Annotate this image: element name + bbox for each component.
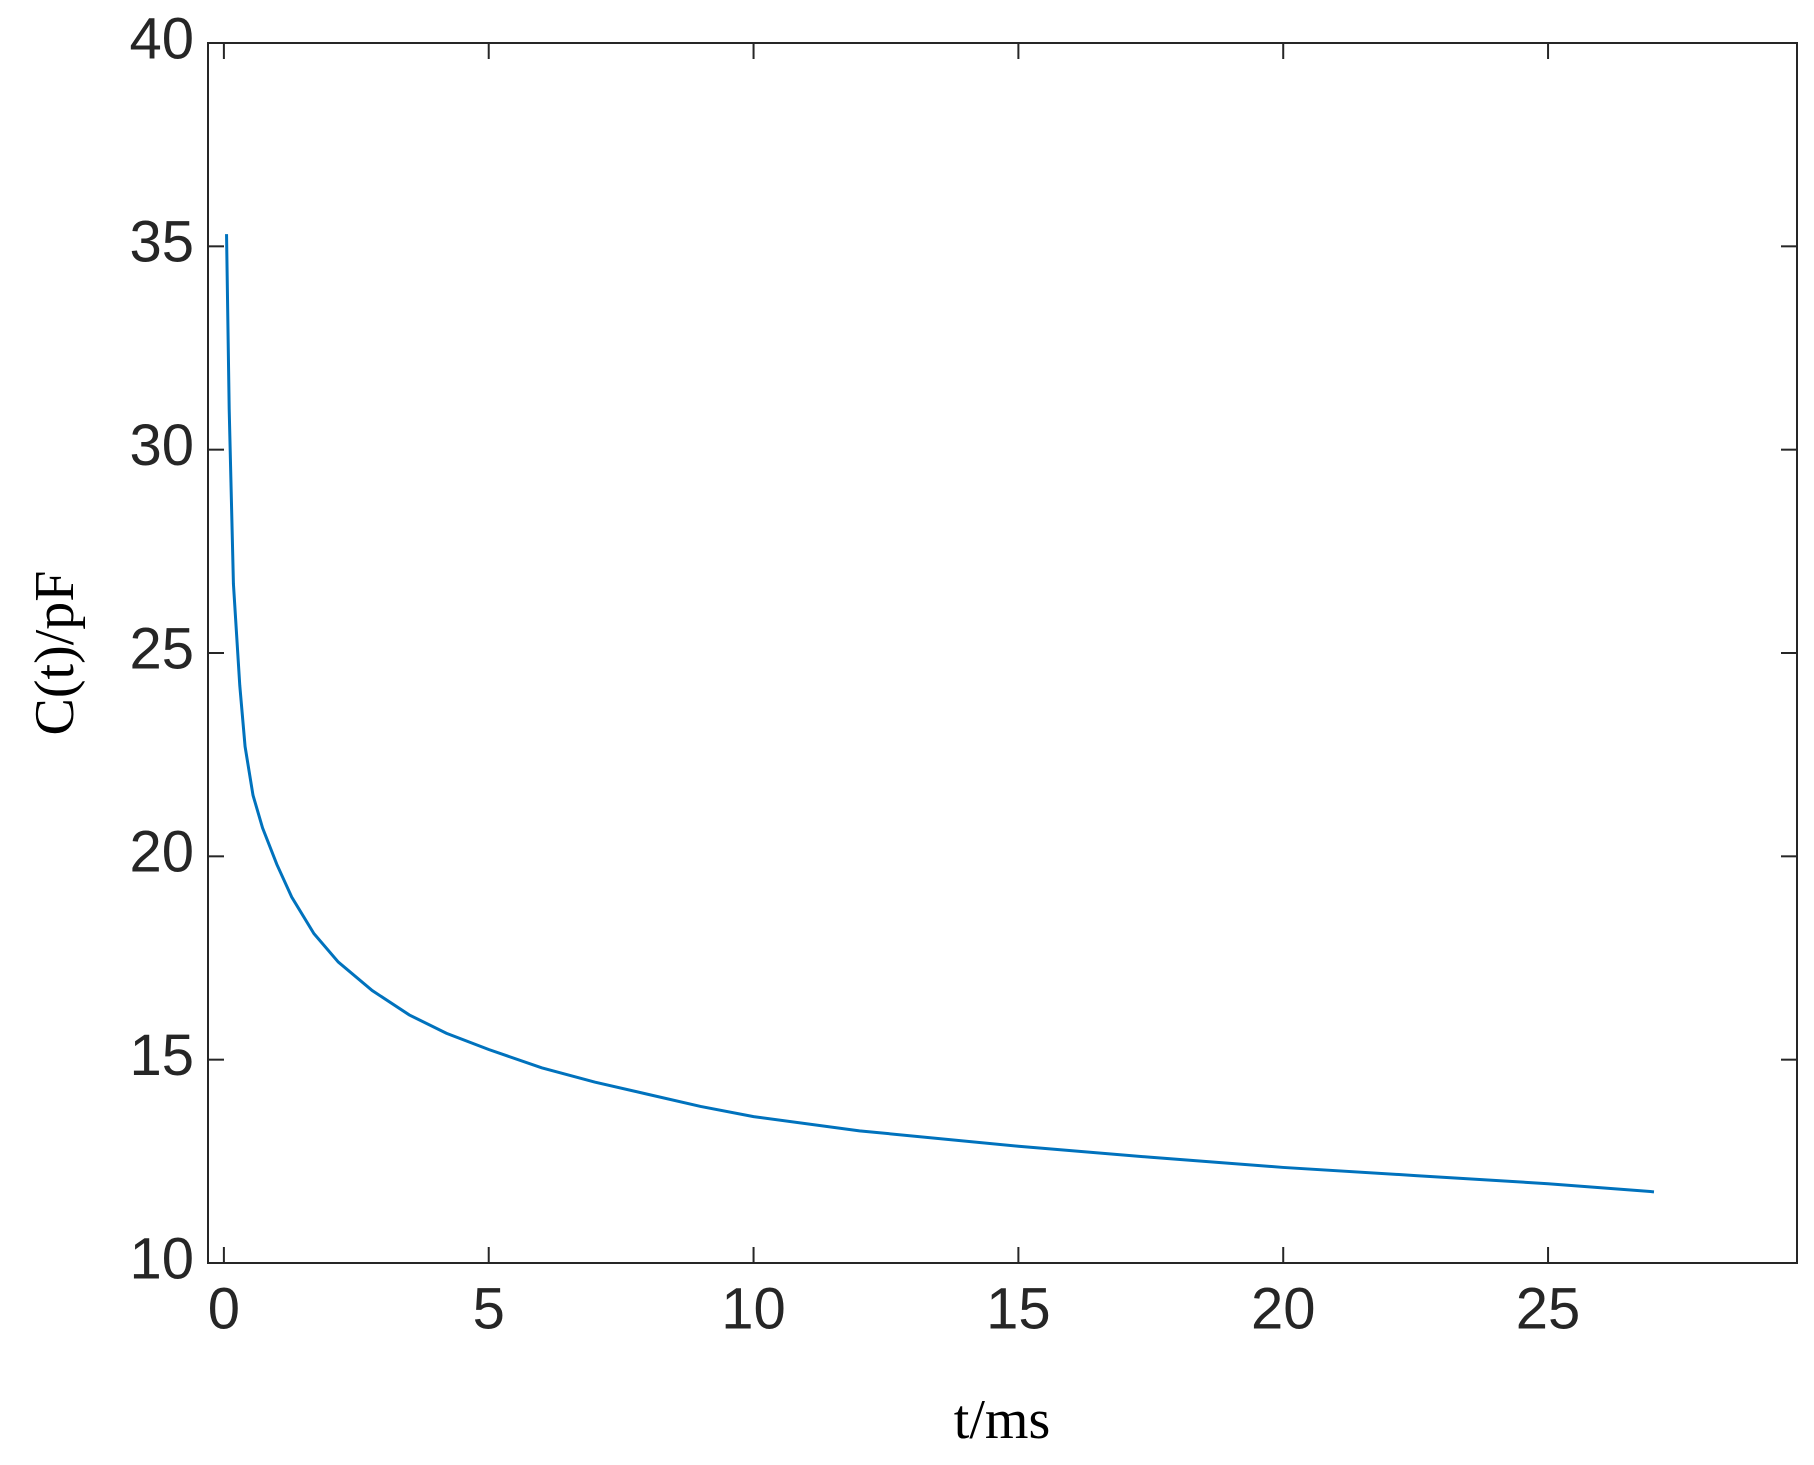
y-tick-label: 25 <box>129 616 194 681</box>
x-tick-label: 15 <box>986 1276 1051 1341</box>
y-tick-label: 20 <box>129 820 194 885</box>
x-tick-label: 10 <box>721 1276 786 1341</box>
x-tick-label: 0 <box>208 1276 240 1341</box>
y-tick-label: 10 <box>129 1226 194 1291</box>
y-tick-label: 40 <box>129 6 194 71</box>
y-axis-label: C(t)/pF <box>24 571 86 736</box>
x-axis-label: t/ms <box>954 1389 1050 1451</box>
y-tick-label: 35 <box>129 210 194 275</box>
data-line <box>225 234 1655 1194</box>
y-tick-label: 15 <box>129 1023 194 1088</box>
x-tick-label: 5 <box>473 1276 505 1341</box>
x-tick-label: 25 <box>1516 1276 1581 1341</box>
x-tick-label: 20 <box>1251 1276 1316 1341</box>
axes-box <box>207 42 1798 1264</box>
y-tick-label: 30 <box>129 413 194 478</box>
